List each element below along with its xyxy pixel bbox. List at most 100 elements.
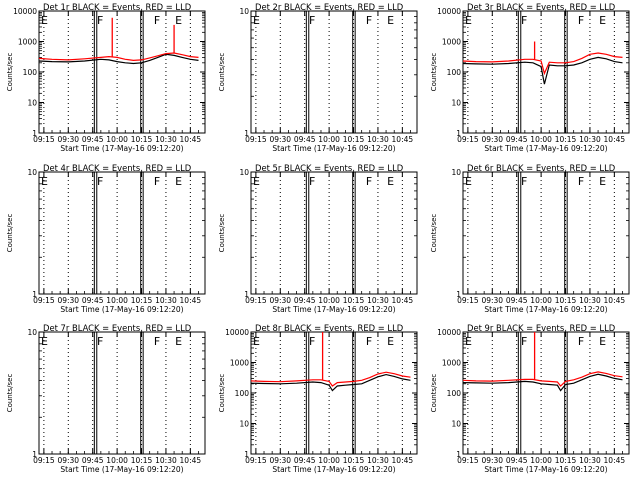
interval-flag-label: F xyxy=(521,175,527,188)
detector-panel-5: Det 5r BLACK = Events, RED = LLD Counts/s… xyxy=(218,163,418,314)
x-tick-label: 10:15 xyxy=(343,135,365,144)
interval-flag-label: E xyxy=(387,335,394,348)
y-axis-label: Counts/sec xyxy=(218,214,226,253)
x-tick-label: 09:45 xyxy=(294,296,316,305)
x-tick-label: 10:30 xyxy=(367,135,389,144)
y-tick-label: 10 xyxy=(239,7,249,16)
x-tick-label: 09:45 xyxy=(82,135,104,144)
x-tick-label: 10:45 xyxy=(180,296,202,305)
chart-title: Det 7r BLACK = Events, RED = LLD xyxy=(43,323,191,333)
y-tick-label: 1 xyxy=(32,450,37,459)
y-tick-label: 100 xyxy=(23,68,38,77)
y-tick-label: 10 xyxy=(27,168,37,177)
y-axis-label: Counts/sec xyxy=(430,214,438,253)
interval-flag-label: F xyxy=(309,175,315,188)
x-tick-label: 10:30 xyxy=(367,296,389,305)
x-tick-label: 10:00 xyxy=(318,135,340,144)
detector-panel-6: Det 6r BLACK = Events, RED = LLD Counts/s… xyxy=(430,163,630,314)
interval-flag-label: E xyxy=(175,335,182,348)
y-tick-label: 100 xyxy=(447,389,462,398)
y-tick-label: 100 xyxy=(447,68,462,77)
interval-flag-label: F xyxy=(154,175,160,188)
x-tick-label: 09:45 xyxy=(506,296,528,305)
x-tick-label: 10:45 xyxy=(604,456,626,465)
y-tick-label: 10 xyxy=(27,328,37,337)
y-tick-label: 1 xyxy=(244,450,249,459)
x-tick-label: 09:15 xyxy=(245,135,267,144)
x-tick-label: 10:45 xyxy=(392,296,414,305)
interval-flag-label: F xyxy=(521,14,527,27)
detector-panel-4: Det 4r BLACK = Events, RED = LLD Counts/s… xyxy=(6,163,206,314)
interval-flag-label: F xyxy=(366,14,372,27)
interval-flag-label: F xyxy=(366,175,372,188)
chart-title: Det 4r BLACK = Events, RED = LLD xyxy=(43,163,191,173)
series-line-events xyxy=(462,56,623,85)
series-line-events xyxy=(462,373,623,392)
interval-flag-label: E xyxy=(253,335,260,348)
series-line-lld xyxy=(250,371,411,387)
x-tick-label: 10:30 xyxy=(367,456,389,465)
y-tick-label: 10 xyxy=(451,420,461,429)
x-tick-label: 09:30 xyxy=(57,135,79,144)
x-tick-label: 09:30 xyxy=(269,135,291,144)
x-axis-label: Start Time (17-May-16 09:12:20) xyxy=(60,144,183,153)
series-line-events xyxy=(38,53,199,65)
series-line-lld xyxy=(38,52,199,62)
y-tick-label: 1000 xyxy=(230,359,249,368)
x-tick-label: 10:45 xyxy=(604,135,626,144)
chart-title: Det 1r BLACK = Events, RED = LLD xyxy=(43,2,191,12)
plot-frame xyxy=(38,331,206,455)
y-axis-label: Counts/sec xyxy=(218,374,226,413)
x-tick-label: 09:45 xyxy=(82,296,104,305)
x-tick-label: 10:45 xyxy=(180,456,202,465)
interval-flag-label: E xyxy=(41,14,48,27)
y-tick-label: 10 xyxy=(451,99,461,108)
x-tick-label: 09:15 xyxy=(33,456,55,465)
x-axis-label: Start Time (17-May-16 09:12:20) xyxy=(60,465,183,474)
x-tick-label: 09:15 xyxy=(33,296,55,305)
x-tick-label: 09:15 xyxy=(33,135,55,144)
detector-panel-3: Det 3r BLACK = Events, RED = LLD Counts/s… xyxy=(430,2,630,153)
y-tick-label: 1000 xyxy=(442,359,461,368)
x-axis-label: Start Time (17-May-16 09:12:20) xyxy=(484,144,607,153)
y-axis-label: Counts/sec xyxy=(6,53,14,92)
x-tick-label: 09:30 xyxy=(57,456,79,465)
x-axis-label: Start Time (17-May-16 09:12:20) xyxy=(60,305,183,314)
x-tick-label: 10:45 xyxy=(392,135,414,144)
y-tick-label: 10 xyxy=(451,168,461,177)
interval-flag-label: F xyxy=(309,14,315,27)
x-tick-label: 09:30 xyxy=(481,456,503,465)
x-tick-label: 09:45 xyxy=(82,456,104,465)
x-tick-label: 10:45 xyxy=(604,296,626,305)
interval-flag-label: E xyxy=(387,14,394,27)
interval-flag-label: E xyxy=(465,335,472,348)
interval-flag-label: E xyxy=(465,14,472,27)
chart-title: Det 8r BLACK = Events, RED = LLD xyxy=(255,323,403,333)
x-tick-label: 10:00 xyxy=(318,456,340,465)
interval-flag-label: F xyxy=(578,335,584,348)
y-tick-label: 10 xyxy=(27,99,37,108)
x-tick-label: 10:15 xyxy=(131,296,153,305)
x-tick-label: 09:30 xyxy=(481,296,503,305)
plot-frame xyxy=(38,10,206,134)
interval-flag-label: F xyxy=(97,14,103,27)
y-axis-label: Counts/sec xyxy=(6,214,14,253)
x-axis-label: Start Time (17-May-16 09:12:20) xyxy=(272,465,395,474)
x-tick-label: 10:30 xyxy=(579,456,601,465)
y-axis-label: Counts/sec xyxy=(430,53,438,92)
chart-title: Det 9r BLACK = Events, RED = LLD xyxy=(467,323,615,333)
x-tick-label: 10:15 xyxy=(131,135,153,144)
detector-panel-1: Det 1r BLACK = Events, RED = LLD Counts/s… xyxy=(6,2,206,153)
x-tick-label: 10:00 xyxy=(106,456,128,465)
x-tick-label: 10:15 xyxy=(131,456,153,465)
interval-flag-label: E xyxy=(41,175,48,188)
plot-frame xyxy=(250,171,418,295)
y-tick-label: 1 xyxy=(32,129,37,138)
y-tick-label: 10000 xyxy=(225,328,249,337)
x-tick-label: 10:30 xyxy=(155,456,177,465)
x-tick-label: 10:15 xyxy=(343,456,365,465)
y-tick-label: 1000 xyxy=(18,38,37,47)
interval-flag-label: F xyxy=(309,335,315,348)
y-tick-label: 100 xyxy=(235,389,250,398)
y-tick-label: 1 xyxy=(456,290,461,299)
